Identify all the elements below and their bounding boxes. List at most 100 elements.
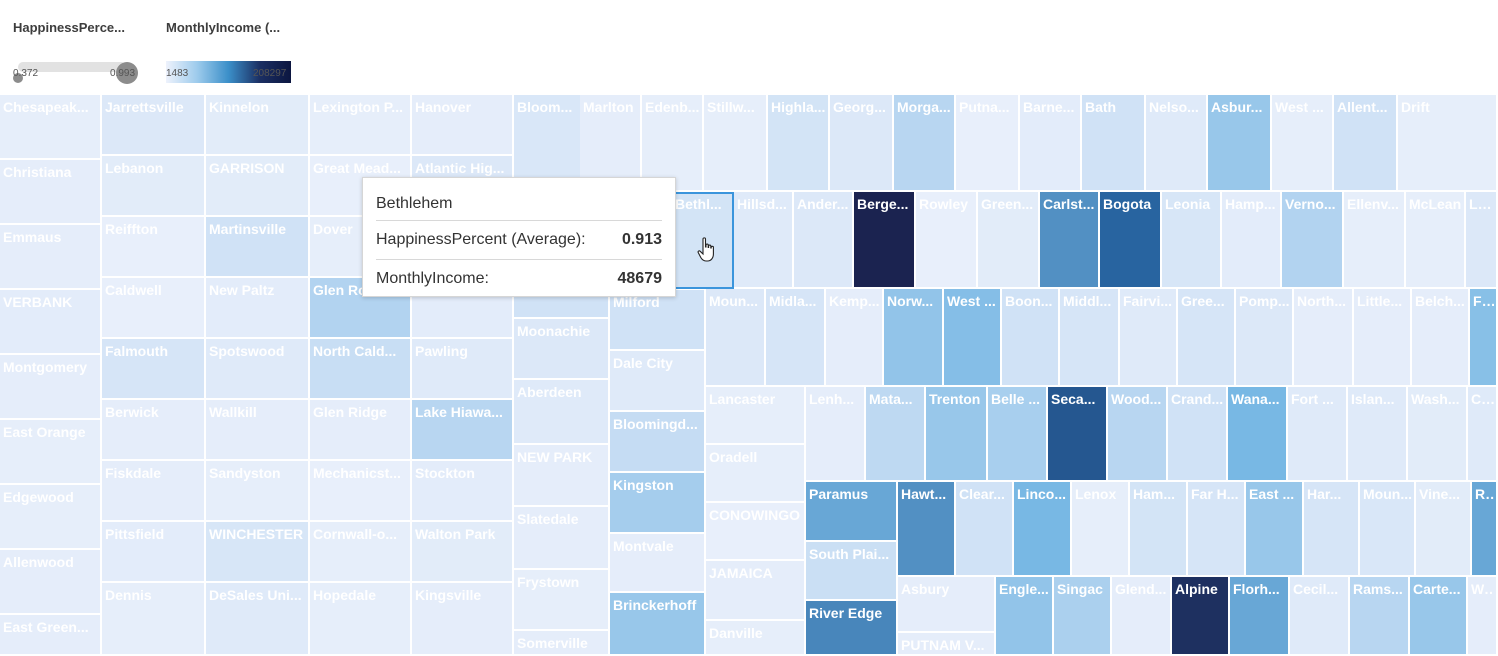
treemap-cell[interactable]: Pittsfield bbox=[102, 522, 206, 583]
treemap-cell[interactable]: Edgewood bbox=[0, 485, 102, 550]
treemap-cell[interactable]: Fran bbox=[1470, 289, 1498, 387]
treemap-cell[interactable]: Pawling bbox=[412, 339, 514, 400]
treemap-cell[interactable]: Wallkill bbox=[206, 400, 310, 461]
treemap-cell[interactable]: Glend... bbox=[1112, 577, 1172, 656]
treemap-cell[interactable]: Highla... bbox=[768, 95, 830, 192]
treemap-cell[interactable]: Boon... bbox=[1002, 289, 1060, 387]
treemap-cell[interactable]: Hawt... bbox=[898, 482, 956, 577]
treemap-cell[interactable]: Lake Hiawa... bbox=[412, 400, 514, 461]
treemap-cell[interactable]: Moonachie bbox=[514, 319, 610, 380]
treemap-cell[interactable]: Fairvi... bbox=[1120, 289, 1178, 387]
treemap-cell[interactable]: Edenb... bbox=[642, 95, 704, 192]
treemap-cell[interactable]: DeSales Uni... bbox=[206, 583, 310, 656]
treemap-cell[interactable]: Frystown bbox=[514, 570, 610, 631]
treemap-cell[interactable]: Belle ... bbox=[988, 387, 1048, 482]
treemap-cell[interactable]: Norw... bbox=[884, 289, 944, 387]
treemap-cell[interactable]: New Paltz bbox=[206, 278, 310, 339]
treemap-cell[interactable]: Mechanicst... bbox=[310, 461, 412, 522]
treemap-cell[interactable]: Hamp... bbox=[1222, 192, 1282, 289]
treemap-cell[interactable]: JAMAICA bbox=[706, 561, 806, 621]
treemap-cell[interactable]: Oradell bbox=[706, 445, 806, 503]
treemap-cell[interactable]: Allent... bbox=[1334, 95, 1398, 192]
treemap-cell[interactable]: Chesapeak... bbox=[0, 95, 102, 160]
treemap-cell[interactable]: Mata... bbox=[866, 387, 926, 482]
treemap-cell[interactable]: Fiskdale bbox=[102, 461, 206, 522]
treemap-cell[interactable]: Carlst... bbox=[1040, 192, 1100, 289]
size-legend-max-knob[interactable] bbox=[116, 62, 138, 84]
treemap-cell[interactable]: Jarrettsville bbox=[102, 95, 206, 156]
treemap-cell[interactable]: Danville bbox=[706, 621, 806, 656]
treemap-cell[interactable]: CLIN bbox=[1468, 387, 1498, 482]
treemap-cell[interactable]: Green... bbox=[978, 192, 1040, 289]
treemap-cell[interactable]: Allenwood bbox=[0, 550, 102, 615]
treemap-cell[interactable]: Clear... bbox=[956, 482, 1014, 577]
treemap-cell[interactable]: Pomp... bbox=[1236, 289, 1294, 387]
treemap-cell[interactable]: Engle... bbox=[996, 577, 1054, 656]
treemap-cell[interactable]: Far H... bbox=[1188, 482, 1246, 577]
treemap-cell[interactable]: Singac bbox=[1054, 577, 1112, 656]
treemap-cell[interactable]: North... bbox=[1294, 289, 1354, 387]
treemap-cell[interactable]: Islan... bbox=[1348, 387, 1408, 482]
treemap-cell[interactable]: Moun... bbox=[706, 289, 766, 387]
treemap-cell[interactable]: Linco... bbox=[1014, 482, 1072, 577]
treemap-cell[interactable]: Montvale bbox=[610, 534, 706, 593]
treemap-cell[interactable]: Verno... bbox=[1282, 192, 1344, 289]
treemap-cell[interactable]: NEW PARK bbox=[514, 445, 610, 507]
size-legend-track[interactable] bbox=[18, 62, 126, 72]
treemap-cell[interactable]: Rowley bbox=[916, 192, 978, 289]
treemap-cell[interactable]: Brinckerhoff bbox=[610, 593, 706, 656]
treemap-cell[interactable]: West ... bbox=[1272, 95, 1334, 192]
treemap-cell[interactable]: Kinnelon bbox=[206, 95, 310, 156]
treemap-cell[interactable]: East Green... bbox=[0, 615, 102, 656]
treemap-cell[interactable]: Drift bbox=[1398, 95, 1498, 192]
treemap-cell[interactable]: Lenox bbox=[1072, 482, 1130, 577]
treemap-cell[interactable]: Stockton bbox=[412, 461, 514, 522]
treemap-cell[interactable]: Belch... bbox=[1412, 289, 1470, 387]
treemap-cell[interactable]: Falmouth bbox=[102, 339, 206, 400]
treemap-cell[interactable]: Spotswood bbox=[206, 339, 310, 400]
treemap-cell[interactable]: Wana... bbox=[1228, 387, 1288, 482]
treemap-cell[interactable]: Milford bbox=[610, 290, 706, 351]
treemap-cell[interactable]: Morga... bbox=[894, 95, 956, 192]
treemap-cell[interactable]: Leonia bbox=[1162, 192, 1222, 289]
treemap-cell[interactable]: Hanover bbox=[412, 95, 514, 156]
treemap-cell[interactable]: Somerville bbox=[514, 631, 610, 656]
treemap-cell[interactable]: Asbury bbox=[898, 577, 996, 633]
treemap-cell[interactable]: Ander... bbox=[794, 192, 854, 289]
treemap-cell[interactable]: Kingston bbox=[610, 473, 706, 534]
treemap-cell[interactable]: CONOWINGO bbox=[706, 503, 806, 561]
treemap-cell[interactable]: Putna... bbox=[956, 95, 1020, 192]
treemap-cell[interactable]: Marlton bbox=[580, 95, 642, 192]
treemap-cell[interactable]: Middl... bbox=[1060, 289, 1120, 387]
treemap-cell[interactable]: Caldwell bbox=[102, 278, 206, 339]
treemap-cell[interactable]: Hillsd... bbox=[734, 192, 794, 289]
treemap-cell[interactable]: Kingsville bbox=[412, 583, 514, 656]
treemap-cell[interactable]: Berwick bbox=[102, 400, 206, 461]
treemap-cell[interactable]: Lenh... bbox=[806, 387, 866, 482]
treemap-cell[interactable]: Stillw... bbox=[704, 95, 768, 192]
treemap-cell[interactable]: GARRISON bbox=[206, 156, 310, 217]
treemap-cell[interactable]: Gree... bbox=[1178, 289, 1236, 387]
treemap-cell[interactable]: Wood... bbox=[1108, 387, 1168, 482]
treemap-cell[interactable]: Lebanon bbox=[102, 156, 206, 217]
treemap-cell[interactable]: Ellenv... bbox=[1344, 192, 1406, 289]
treemap-cell[interactable]: Paramus bbox=[806, 482, 898, 542]
treemap-cell[interactable]: Nelso... bbox=[1146, 95, 1208, 192]
treemap-cell[interactable]: Kemp... bbox=[826, 289, 884, 387]
treemap-cell[interactable]: Berge... bbox=[854, 192, 916, 289]
treemap-cell[interactable]: River Edge bbox=[806, 601, 898, 656]
treemap-cell[interactable]: Bath bbox=[1082, 95, 1146, 192]
treemap-cell[interactable]: Lancaster bbox=[706, 387, 806, 445]
treemap-cell[interactable]: Aberdeen bbox=[514, 380, 610, 445]
treemap-cell[interactable]: Trenton bbox=[926, 387, 988, 482]
treemap-cell[interactable]: Cornwall-o... bbox=[310, 522, 412, 583]
treemap-cell[interactable]: Florh... bbox=[1230, 577, 1290, 656]
treemap-cell[interactable]: South Plai... bbox=[806, 542, 898, 601]
treemap-cell[interactable]: Seca... bbox=[1048, 387, 1108, 482]
treemap-cell[interactable]: Har... bbox=[1304, 482, 1360, 577]
treemap-cell[interactable]: Bloomingd... bbox=[610, 412, 706, 473]
size-legend-min-knob[interactable] bbox=[13, 73, 23, 83]
treemap-cell[interactable]: Fort ... bbox=[1288, 387, 1348, 482]
treemap-cell[interactable]: North Cald... bbox=[310, 339, 412, 400]
treemap-cell[interactable]: Little... bbox=[1354, 289, 1412, 387]
